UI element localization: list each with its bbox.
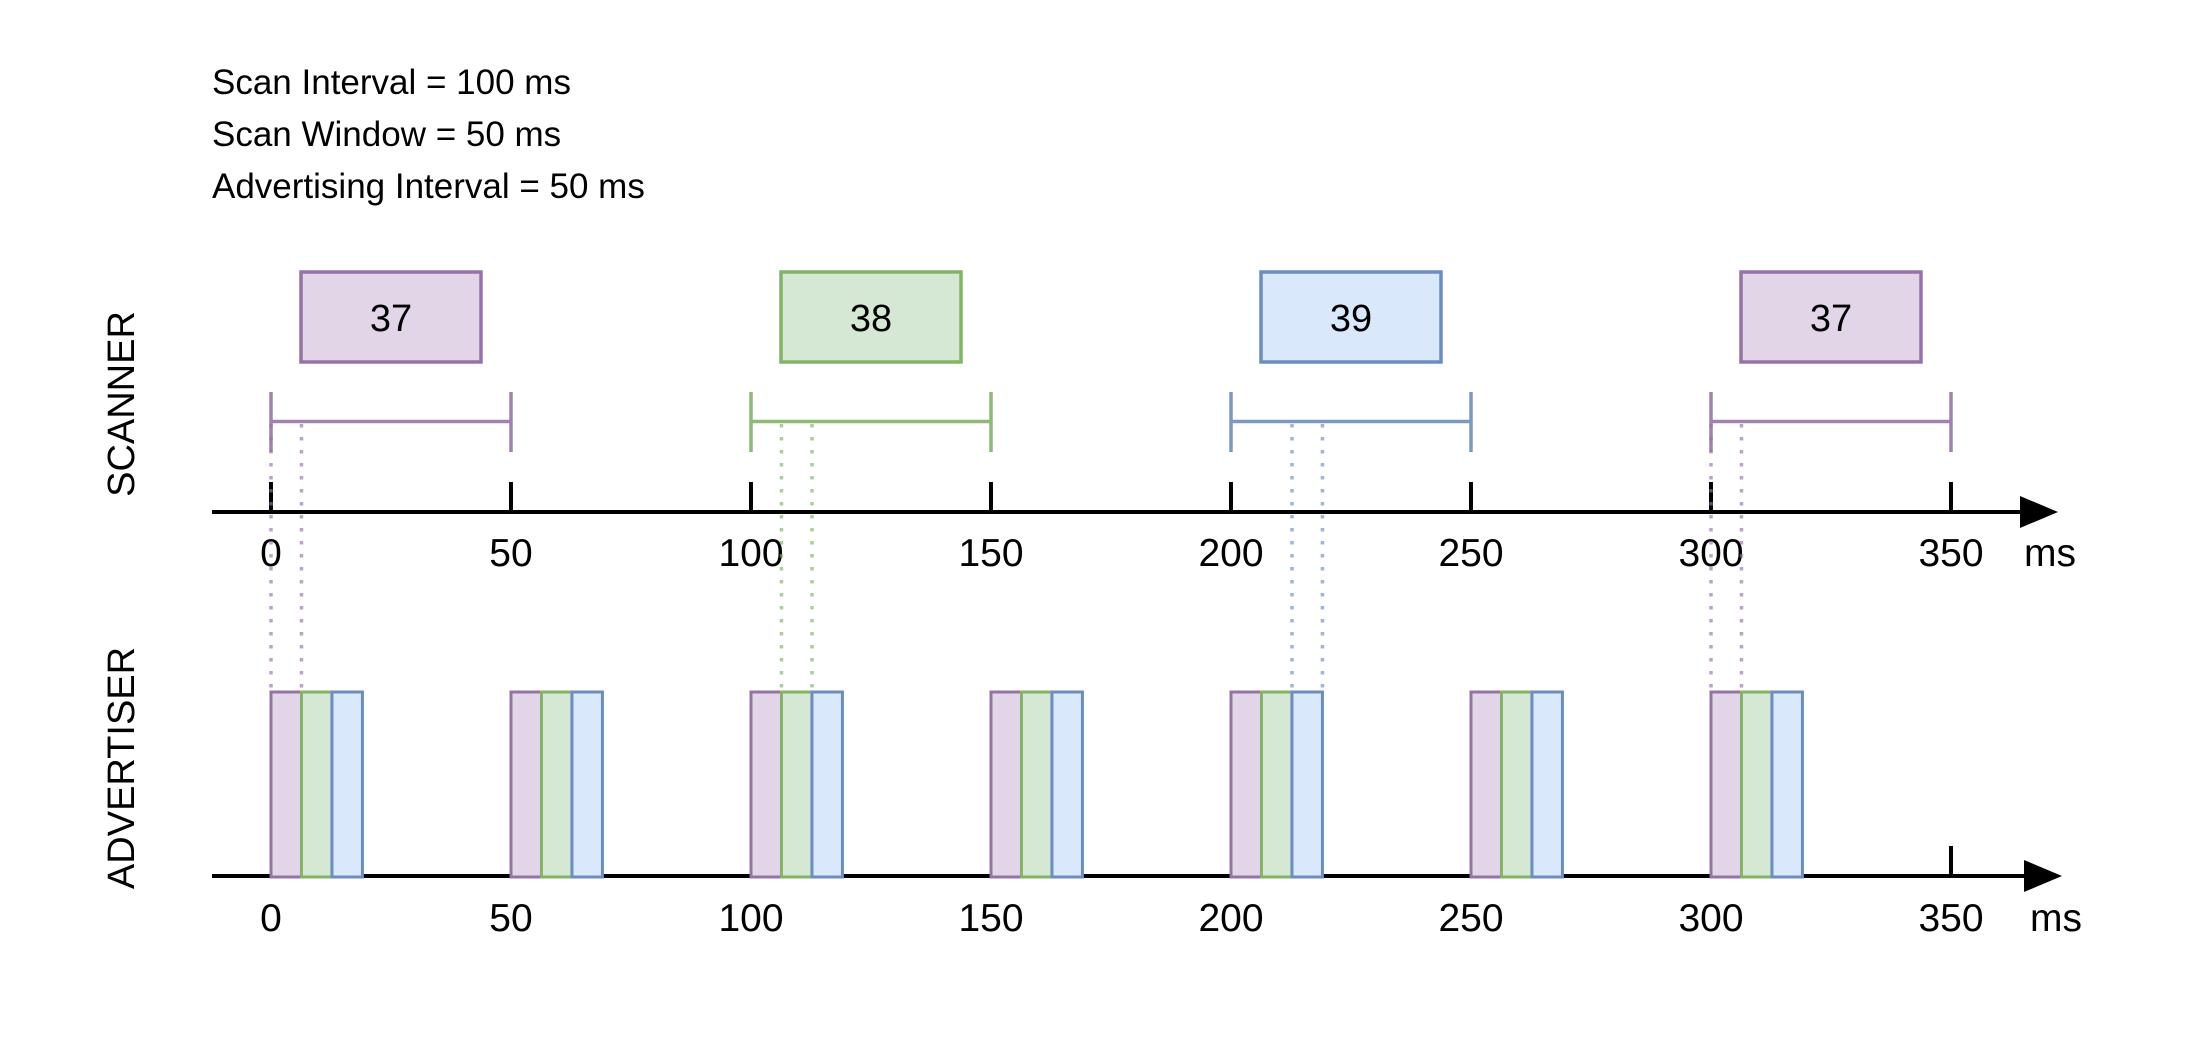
adv-packet-bar-37: [509, 690, 543, 879]
advertiser-axis-tick-label: 150: [958, 897, 1023, 940]
advertiser-axis-tick-label: 350: [1918, 897, 1983, 940]
scan-interval-text: Scan Interval = 100 ms: [212, 63, 571, 102]
adv-packet-bar-38: [1499, 690, 1534, 879]
adv-packet-bar-39: [1050, 690, 1084, 879]
adv-packet-bar-39: [330, 690, 364, 879]
adv-packet-bar-38: [1739, 690, 1774, 879]
scanner-axis-tick-label: 50: [489, 532, 532, 575]
scan-window-bracket: [1229, 392, 1473, 452]
adv-packet-bar-38: [1019, 690, 1054, 879]
scanner-axis-tick-label: 350: [1918, 532, 1983, 575]
adv-packet-bar-37: [1709, 690, 1743, 879]
scan-window-bracket: [269, 392, 513, 452]
scanner-axis-tick-label: 100: [718, 532, 783, 575]
adv-packet-bar-38: [299, 690, 334, 879]
adv-packet-bar-37: [1229, 690, 1263, 879]
advertising-interval-text: Advertising Interval = 50 ms: [212, 167, 645, 206]
adv-packet-bar-39: [570, 690, 604, 879]
scanner-windows: 37 38 39 37: [269, 270, 1953, 452]
scan-window-text: Scan Window = 50 ms: [212, 115, 561, 154]
advertiser-axis-arrowhead-icon: [2024, 860, 2062, 892]
adv-packet-bar-37: [749, 690, 783, 879]
scan-window-bracket: [1709, 392, 1953, 452]
scanner-axis: 0 50 100 150 200 250 300 350 ms: [212, 482, 2076, 575]
scan-window-channel-label: 37: [1810, 298, 1852, 340]
adv-packet-bar-38: [539, 690, 574, 879]
scan-window-box: [1739, 270, 1923, 364]
scanner-axis-arrowhead-icon: [2020, 496, 2058, 528]
scan-window-bracket: [749, 392, 993, 452]
advertiser-axis-tick-label: 250: [1438, 897, 1503, 940]
advertiser-axis-tick-label: 50: [489, 897, 532, 940]
advertiser-events: [269, 690, 1804, 879]
adv-packet-bar-37: [269, 690, 303, 879]
scanner-axis-unit: ms: [2024, 532, 2076, 575]
scanner-axis-tick-label: 150: [958, 532, 1023, 575]
scanner-label: SCANNER: [101, 311, 143, 497]
adv-packet-bar-39: [1770, 690, 1804, 879]
scanner-axis-tick-label: 200: [1198, 532, 1263, 575]
scan-window-box: [1259, 270, 1443, 364]
scan-window-channel-label: 39: [1330, 298, 1372, 340]
advertiser-axis-unit: ms: [2030, 897, 2082, 940]
adv-packet-bar-38: [779, 690, 814, 879]
scan-window-channel-label: 37: [370, 298, 412, 340]
adv-packet-bar-39: [810, 690, 844, 879]
advertiser-axis-tick-label: 300: [1678, 897, 1743, 940]
capture-links: [269, 424, 1744, 691]
adv-packet-bar-37: [1469, 690, 1503, 879]
advertiser-section: ADVERTISER 0 50 100 150 200 250 300 350 ms: [101, 647, 2082, 940]
advertiser-label: ADVERTISER: [101, 647, 143, 889]
scanner-axis-tick-label: 250: [1438, 532, 1503, 575]
advertiser-axis-tick-label: 200: [1198, 897, 1263, 940]
scanner-ticks: 0 50 100 150 200 250 300 350: [260, 482, 1984, 575]
adv-packet-bar-38: [1259, 690, 1294, 879]
header-text: Scan Interval = 100 ms Scan Window = 50 …: [212, 63, 645, 206]
advertiser-axis-tick-label: 100: [718, 897, 783, 940]
advertiser-ticks: 0 50 100 150 200 250 300 350: [260, 846, 1984, 940]
adv-packet-bar-39: [1530, 690, 1564, 879]
scanner-section: SCANNER 37 38 39 37 0 50 100 150 200 250 300 350 m…: [101, 270, 2076, 575]
scanner-axis-tick-label: 0: [260, 532, 282, 575]
advertiser-axis-tick-label: 0: [260, 897, 282, 940]
adv-packet-bar-39: [1290, 690, 1324, 879]
scan-window-box: [779, 270, 963, 364]
scan-window-channel-label: 38: [850, 298, 892, 340]
adv-packet-bar-37: [989, 690, 1023, 879]
scan-window-box: [299, 270, 483, 364]
